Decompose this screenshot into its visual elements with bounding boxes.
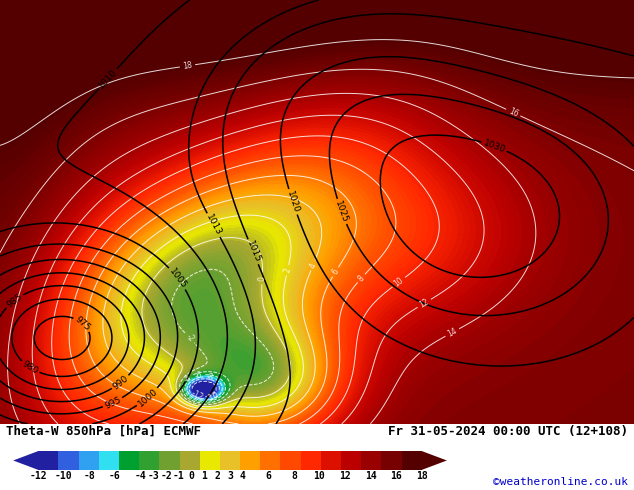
Text: -12: -12	[190, 389, 205, 402]
Text: 6: 6	[266, 471, 271, 481]
Text: 2: 2	[283, 267, 292, 273]
Bar	[58, 451, 79, 470]
Text: -1: -1	[173, 471, 184, 481]
Text: 6: 6	[330, 268, 340, 276]
Text: 995: 995	[103, 395, 122, 410]
Bar	[361, 451, 382, 470]
Text: -2: -2	[160, 471, 172, 481]
Bar	[401, 451, 422, 470]
Bar	[139, 451, 159, 470]
Text: 1013: 1013	[204, 213, 223, 238]
Bar	[79, 451, 99, 470]
Text: 10: 10	[392, 276, 405, 289]
Text: 1025: 1025	[333, 199, 350, 224]
Text: 3: 3	[227, 471, 233, 481]
Text: 18: 18	[416, 471, 427, 481]
Text: 2: 2	[214, 471, 220, 481]
Text: 1: 1	[202, 471, 207, 481]
Text: 1010: 1010	[97, 67, 119, 90]
Bar	[301, 451, 321, 470]
Bar	[382, 451, 401, 470]
Text: 0: 0	[257, 276, 267, 281]
Text: Theta-W 850hPa [hPa] ECMWF: Theta-W 850hPa [hPa] ECMWF	[6, 425, 202, 438]
Text: -10: -10	[205, 390, 221, 404]
Text: 0: 0	[189, 471, 195, 481]
Text: -2: -2	[184, 332, 195, 343]
Text: -10: -10	[55, 471, 73, 481]
Text: -8: -8	[205, 372, 214, 383]
Text: 1015: 1015	[245, 240, 262, 264]
Text: 10: 10	[314, 471, 325, 481]
Bar	[220, 451, 240, 470]
Bar	[321, 451, 341, 470]
Text: 14: 14	[446, 326, 458, 339]
Bar	[119, 451, 139, 470]
Text: 16: 16	[507, 106, 519, 119]
Text: 990: 990	[111, 373, 130, 392]
Text: -3: -3	[148, 471, 159, 481]
Text: 14: 14	[365, 471, 377, 481]
Text: 16: 16	[391, 471, 402, 481]
Text: -4: -4	[182, 372, 193, 384]
Bar	[280, 451, 301, 470]
Text: 12: 12	[339, 471, 351, 481]
Text: 975: 975	[73, 314, 92, 332]
Text: 4: 4	[308, 262, 318, 270]
Text: -12: -12	[30, 471, 47, 481]
Text: ©weatheronline.co.uk: ©weatheronline.co.uk	[493, 477, 628, 487]
Bar	[179, 451, 200, 470]
Text: 1030: 1030	[482, 138, 507, 154]
Text: 8: 8	[291, 471, 297, 481]
Polygon shape	[422, 451, 447, 470]
Text: 18: 18	[182, 61, 193, 71]
Bar	[261, 451, 280, 470]
Text: 1020: 1020	[285, 190, 301, 214]
Text: -6: -6	[109, 471, 121, 481]
Text: -6: -6	[194, 370, 204, 381]
Bar	[240, 451, 261, 470]
Text: Fr 31-05-2024 00:00 UTC (12+108): Fr 31-05-2024 00:00 UTC (12+108)	[387, 425, 628, 438]
Bar	[38, 451, 58, 470]
Polygon shape	[13, 451, 38, 470]
Bar	[200, 451, 220, 470]
Bar	[99, 451, 119, 470]
Text: 8: 8	[356, 273, 366, 283]
Text: 1005: 1005	[167, 267, 188, 290]
Bar	[159, 451, 179, 470]
Text: 985: 985	[4, 292, 24, 310]
Text: -8: -8	[84, 471, 95, 481]
Text: 1000: 1000	[136, 387, 159, 408]
Text: -4: -4	[134, 471, 146, 481]
Text: 12: 12	[418, 297, 430, 310]
Text: 980: 980	[20, 359, 40, 376]
Bar	[341, 451, 361, 470]
Text: 4: 4	[240, 471, 246, 481]
